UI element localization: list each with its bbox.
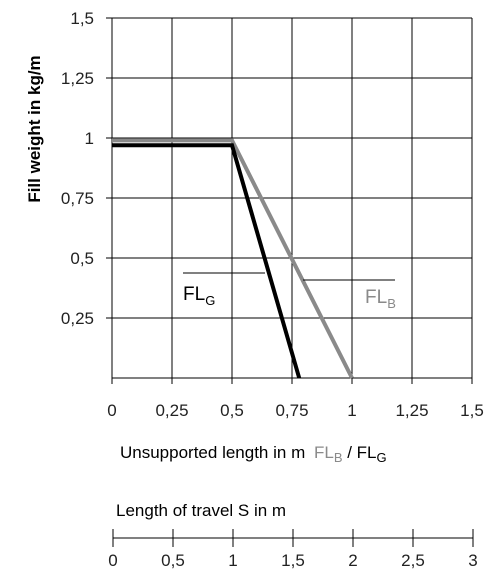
y-axis-title: Fill weight in kg/m <box>25 55 44 202</box>
grid <box>106 17 473 384</box>
fl-g-label-sub: G <box>205 293 215 308</box>
fl-b-series-label: FLB <box>365 287 396 311</box>
series-layer <box>112 138 354 379</box>
y-tick-label: 0,5 <box>70 249 94 268</box>
x-axis-fl-b-sub: B <box>334 450 343 465</box>
y-tick-label: 0,75 <box>61 189 94 208</box>
secondary-tick-label: 2,5 <box>401 551 425 570</box>
series-line-fl-g <box>112 143 302 379</box>
secondary-tick-label: 0 <box>108 551 117 570</box>
x-tick-label: 0,5 <box>220 401 244 420</box>
x-axis-fl-b-main: FL <box>314 443 334 462</box>
tick-labels: 0,25 0,5 0,75 1 1,25 1,5 0 0,25 0,5 0,75 1 1,25 1,5 <box>61 9 484 420</box>
secondary-tick-label: 1,5 <box>281 551 305 570</box>
x-axis-title: Unsupported length in m FLB / FLG <box>120 443 387 466</box>
x-tick-label: 1,5 <box>460 401 484 420</box>
y-tick-label: 1,25 <box>61 69 94 88</box>
x-axis-fl-g-sub: G <box>377 450 387 465</box>
secondary-tick-label: 0,5 <box>161 551 185 570</box>
fl-b-label-main: FL <box>365 287 387 308</box>
secondary-tick-label: 3 <box>468 551 477 570</box>
secondary-tick-label: 1 <box>228 551 237 570</box>
secondary-axis-title: Length of travel S in m <box>116 501 286 520</box>
y-tick-label: 1 <box>85 129 94 148</box>
secondary-tick-label: 2 <box>348 551 357 570</box>
fl-g-series-label: FLG <box>183 284 215 308</box>
x-axis-title-main: Unsupported length in m <box>120 443 305 462</box>
x-axis-separator: / <box>347 443 356 462</box>
x-axis-fl-g-main: FL <box>357 443 377 462</box>
x-tick-label: 0,75 <box>275 401 308 420</box>
secondary-axis: 0 0,5 1 1,5 2 2,5 3 <box>108 529 478 570</box>
y-tick-label: 0,25 <box>61 309 94 328</box>
series-line-fl-b <box>112 138 354 379</box>
y-tick-label: 1,5 <box>70 9 94 28</box>
x-tick-label: 1,25 <box>395 401 428 420</box>
fl-b-label-sub: B <box>387 296 396 311</box>
x-tick-label: 0,25 <box>155 401 188 420</box>
x-tick-label: 1 <box>347 401 356 420</box>
x-tick-label: 0 <box>107 401 116 420</box>
fl-g-label-main: FL <box>183 284 205 305</box>
